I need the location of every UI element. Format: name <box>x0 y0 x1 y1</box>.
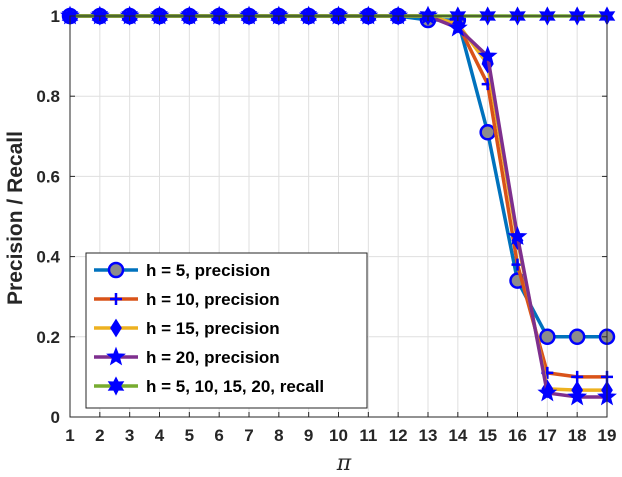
data-point <box>539 328 556 346</box>
legend-label: h = 10, precision <box>146 290 280 309</box>
legend-marker <box>106 346 126 366</box>
legend-entry: h = 15, precision <box>94 318 280 338</box>
legend-marker <box>107 261 125 279</box>
y-axis-label: Precision / Recall <box>4 131 27 305</box>
x-tick-label: 7 <box>244 426 253 445</box>
data-point <box>567 386 588 406</box>
x-tick-label: 17 <box>538 426 557 445</box>
legend-marker <box>107 376 125 396</box>
y-tick-label: 0.2 <box>36 328 60 347</box>
data-point <box>477 45 498 65</box>
x-tick-label: 10 <box>329 426 348 445</box>
x-axis-label: π <box>336 451 352 476</box>
x-tick-label: 1 <box>65 426 74 445</box>
legend-marker <box>110 293 122 305</box>
x-tick-label: 5 <box>185 426 194 445</box>
x-tick-label: 4 <box>155 426 165 445</box>
x-tick-label: 15 <box>478 426 497 445</box>
axes <box>69 15 608 418</box>
legend-entry: h = 20, precision <box>94 346 280 367</box>
legend-label: h = 5, precision <box>146 261 270 280</box>
data-point <box>507 226 528 245</box>
legend-entry: h = 10, precision <box>94 290 280 309</box>
x-tick-label: 16 <box>508 426 527 445</box>
data-point <box>447 17 468 37</box>
legend-label: h = 20, precision <box>146 348 280 367</box>
x-tick-label: 8 <box>274 426 283 445</box>
tick-labels: 1 2 3 4 5 6 7 8 9 10 11 12 13 14 15 16 17 18 1900.20.40.60… <box>36 7 616 445</box>
legend-box <box>85 252 368 409</box>
axes-box <box>69 15 608 418</box>
legend-marker <box>110 318 122 338</box>
data-point <box>479 124 496 141</box>
legend: h = 5, precision h = 10, precision h = 15,… <box>85 252 368 409</box>
x-tick-label: 11 <box>359 426 377 445</box>
x-tick-label: 12 <box>389 426 408 445</box>
x-tick-label: 3 <box>125 426 134 445</box>
legend-label: h = 5, 10, 15, 20, recall <box>146 377 324 396</box>
x-tick-label: 2 <box>95 426 104 445</box>
y-tick-label: 0 <box>51 408 60 427</box>
x-tick-label: 9 <box>304 426 313 445</box>
y-tick-label: 0.4 <box>36 248 60 267</box>
data-point <box>537 382 558 402</box>
legend-entry: h = 5, precision <box>94 261 270 280</box>
y-tick-label: 0.8 <box>36 87 60 106</box>
y-tick-label: 0.6 <box>36 167 60 186</box>
data-point <box>568 328 586 346</box>
legend-label: h = 15, precision <box>146 319 280 338</box>
x-tick-label: 18 <box>568 426 587 445</box>
x-tick-label: 6 <box>214 426 223 445</box>
x-tick-label: 14 <box>448 426 467 445</box>
y-tick-label: 1 <box>51 7 60 26</box>
legend-entry: h = 5, 10, 15, 20, recall <box>94 376 324 396</box>
x-tick-label: 19 <box>598 426 617 445</box>
x-tick-label: 13 <box>419 426 438 445</box>
